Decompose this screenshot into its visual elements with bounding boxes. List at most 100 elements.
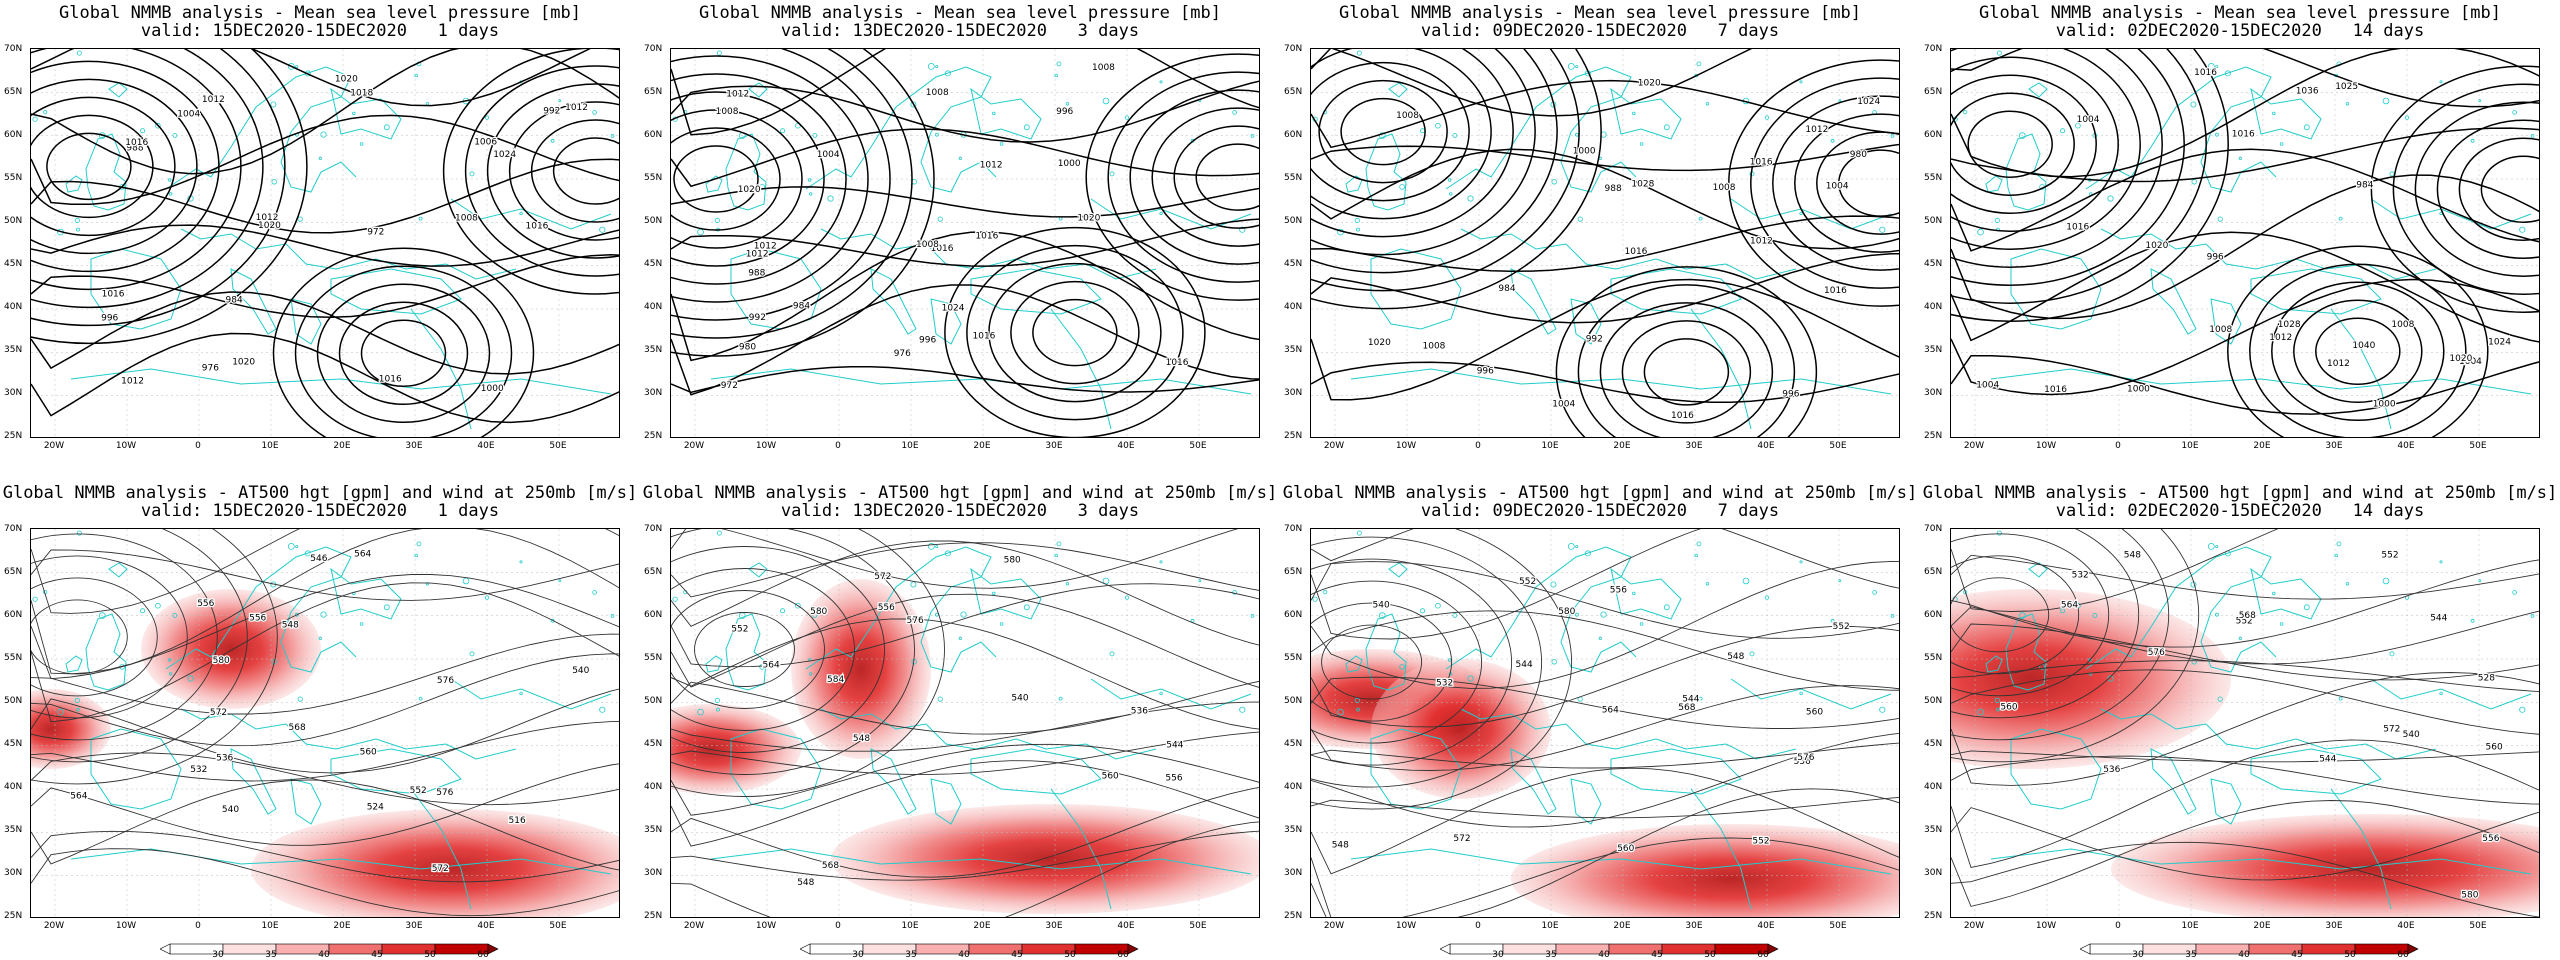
contour-label: 1020 [1368, 338, 1391, 348]
graticule [671, 529, 1259, 917]
island [2238, 636, 2242, 641]
latitude-label: 40N [4, 302, 23, 312]
at500-wind-panel: Global NMMB analysis - AT500 hgt [gpm] a… [1920, 480, 2560, 960]
longitude-label: 30E [1045, 441, 1063, 451]
island [2215, 65, 2219, 69]
coastline [870, 748, 917, 815]
longitude-label: 20W [43, 441, 65, 451]
island [958, 636, 962, 641]
contour-label: 572 [1453, 834, 1470, 844]
isolines [1951, 529, 2539, 917]
contour-label: 584 [827, 675, 844, 685]
island [76, 227, 80, 232]
contour-label: 564 [354, 550, 371, 560]
island [1232, 110, 1237, 115]
wind-colorbar [2080, 943, 2419, 955]
latitude-label: 25N [644, 911, 663, 921]
longitude-label: 10W [1395, 441, 1417, 451]
island [1250, 614, 1255, 618]
island [2279, 142, 2284, 146]
latitude-label: 40N [1284, 302, 1303, 312]
contour-label: 1016 [973, 331, 996, 341]
island [1109, 171, 1115, 177]
island [1023, 124, 1030, 131]
contour-label: 1016 [1824, 286, 1847, 296]
contour-label: 1016 [931, 244, 954, 254]
coastline [730, 728, 822, 810]
contour-label: 1000 [481, 384, 504, 394]
island [1054, 553, 1059, 558]
contour-labels: 1004 1016 1020 1000 996 988 972 976 984 992 1006 10… [100, 73, 589, 395]
contour-label: 980 [739, 343, 756, 353]
island [1705, 582, 1710, 586]
latitude-label: 45N [4, 739, 23, 749]
graticule [1311, 49, 1899, 437]
island [927, 542, 935, 550]
isolines [1311, 49, 1899, 437]
contour-label: 1020 [2449, 354, 2472, 364]
contour-label: 548 [1332, 841, 1349, 851]
contour-label: 1004 [817, 150, 840, 160]
panel-title: Global NMMB analysis - AT500 hgt [gpm] a… [642, 483, 1278, 503]
island [2019, 132, 2026, 139]
island [592, 110, 597, 115]
coastline [290, 778, 322, 825]
longitude-label: 30E [2325, 441, 2343, 451]
colorbar-tick-label: 60 [1757, 950, 1769, 960]
island [1356, 530, 1362, 536]
contour-label: 568 [289, 723, 306, 733]
island [714, 697, 720, 703]
island [999, 622, 1004, 626]
contour-label: 552 [1519, 577, 1536, 587]
contour-label: 580 [1558, 607, 1575, 617]
longitude-label: 20W [683, 441, 705, 451]
jet-streak [831, 804, 1259, 914]
contour-label: 560 [2486, 743, 2503, 753]
island [2338, 216, 2343, 221]
coastline [1350, 848, 1892, 875]
island [1379, 132, 1386, 139]
latitude-label: 50N [4, 696, 23, 706]
island [140, 128, 146, 134]
contour-label: 536 [2103, 765, 2120, 775]
island [808, 672, 813, 676]
contour-label: 572 [210, 708, 227, 718]
longitude-label: 0 [1475, 441, 1481, 451]
map-frame: 536 540 544 548 548 552 556 560 564 568 572 576 580 5… [670, 528, 1260, 918]
island [1567, 542, 1575, 550]
contour-label: 1008 [1423, 341, 1446, 351]
coastline [2370, 678, 2532, 710]
jet-streak [671, 704, 801, 794]
panel-valid-range: valid: 15DEC2020-15DEC2020 1 days [140, 501, 500, 521]
isolines [671, 49, 1259, 437]
island [1399, 184, 1405, 190]
contour-label: 1028 [2278, 320, 2301, 330]
island [716, 50, 722, 56]
island [1994, 697, 2000, 703]
contour-label: 564 [2061, 601, 2078, 611]
island [2272, 111, 2276, 116]
contour-label: 1008 [716, 107, 739, 117]
island [2530, 134, 2535, 138]
latitude-label: 65N [1924, 87, 1943, 97]
island [2336, 541, 2342, 547]
at500-wind-panel: Global NMMB analysis - AT500 hgt [gpm] a… [0, 480, 640, 960]
longitude-label: 40E [1117, 921, 1135, 931]
coastline [705, 175, 723, 193]
contour-label: 536 [216, 753, 233, 763]
island [295, 545, 299, 549]
island [1890, 134, 1895, 138]
map-frame: 536 532 524 540 516 546 548 552 556 540 564 560 572 5… [30, 528, 620, 918]
latitude-label: 65N [4, 87, 23, 97]
longitude-label: 20W [1963, 441, 1985, 451]
longitude-label: 50E [1829, 441, 1847, 451]
isolines [1951, 49, 2539, 437]
island [1420, 608, 1426, 614]
coastline [290, 298, 322, 345]
island [294, 612, 299, 617]
island [2382, 97, 2390, 105]
coastline [710, 368, 1252, 395]
island [1102, 97, 1110, 105]
colorbar-tick-label: 35 [2185, 950, 2197, 960]
